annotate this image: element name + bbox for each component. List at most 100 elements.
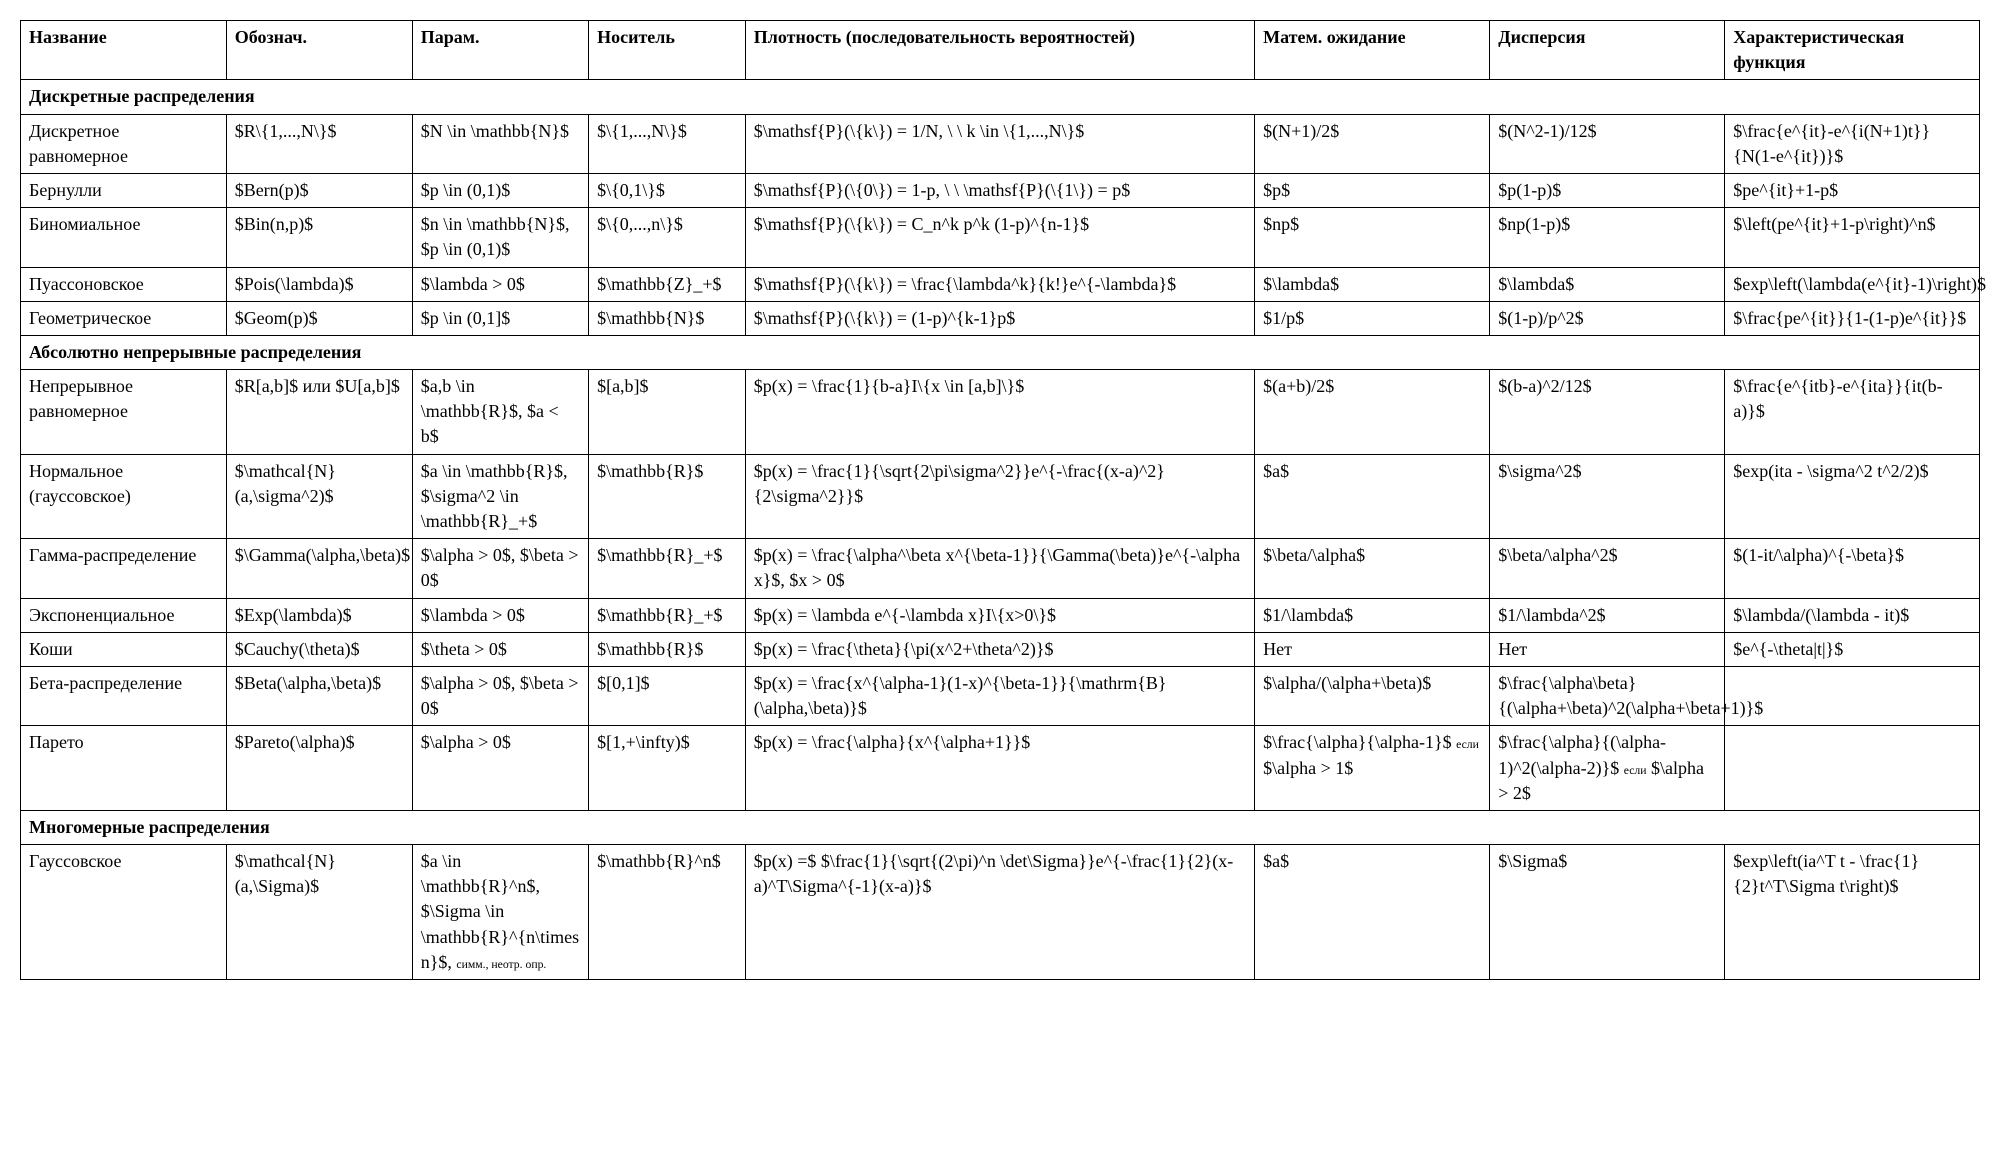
cell-param: $p \in (0,1)$ bbox=[412, 173, 588, 207]
cell-char: $\lambda/(\lambda - it)$ bbox=[1725, 598, 1980, 632]
table-row: Нормальное (гауссовское)$\mathcal{N}(a,\… bbox=[21, 454, 1980, 539]
cell-mean: $\lambda$ bbox=[1255, 267, 1490, 301]
table-row: Гауссовское$\mathcal{N}(a,\Sigma)$$a \in… bbox=[21, 845, 1980, 980]
cell-mean: Нет bbox=[1255, 632, 1490, 666]
cell-name: Геометрическое bbox=[21, 301, 227, 335]
cell-char: $exp\left(ia^T t - \frac{1}{2}t^T\Sigma … bbox=[1725, 845, 1980, 980]
cell-notation: $Bin(n,p)$ bbox=[226, 208, 412, 267]
table-row: Биномиальное$Bin(n,p)$$n \in \mathbb{N}$… bbox=[21, 208, 1980, 267]
cell-mean: $(N+1)/2$ bbox=[1255, 114, 1490, 173]
cell-density: $\mathsf{P}(\{k\}) = C_n^k p^k (1-p)^{n-… bbox=[745, 208, 1254, 267]
cell-mean: $a$ bbox=[1255, 845, 1490, 980]
cell-mean: $\beta/\alpha$ bbox=[1255, 539, 1490, 598]
cell-mean: $p$ bbox=[1255, 173, 1490, 207]
cell-notation: $Exp(\lambda)$ bbox=[226, 598, 412, 632]
table-row: Парето$Pareto(\alpha)$$\alpha > 0$$[1,+\… bbox=[21, 726, 1980, 811]
cell-name: Бета-распределение bbox=[21, 666, 227, 725]
cell-carrier: $\mathbb{R}_+$ bbox=[589, 598, 746, 632]
cell-notation: $\mathcal{N}(a,\sigma^2)$ bbox=[226, 454, 412, 539]
cell-name: Гамма-распределение bbox=[21, 539, 227, 598]
cell-mean: $(a+b)/2$ bbox=[1255, 370, 1490, 455]
table-row: Бета-распределение$Beta(\alpha,\beta)$$\… bbox=[21, 666, 1980, 725]
cell-variance: $\frac{\alpha\beta}{(\alpha+\beta)^2(\al… bbox=[1490, 666, 1725, 725]
cell-variance: $(1-p)/p^2$ bbox=[1490, 301, 1725, 335]
cell-char: $(1-it/\alpha)^{-\beta}$ bbox=[1725, 539, 1980, 598]
cell-density: $\mathsf{P}(\{k\}) = 1/N, \ \ k \in \{1,… bbox=[745, 114, 1254, 173]
cell-param: $a \in \mathbb{R}$, $\sigma^2 \in \mathb… bbox=[412, 454, 588, 539]
cell-carrier: $[1,+\infty)$ bbox=[589, 726, 746, 811]
cell-variance: $1/\lambda^2$ bbox=[1490, 598, 1725, 632]
cell-variance: $\sigma^2$ bbox=[1490, 454, 1725, 539]
cell-carrier: $\{0,1\}$ bbox=[589, 173, 746, 207]
cell-param: $n \in \mathbb{N}$, $p \in (0,1)$ bbox=[412, 208, 588, 267]
cell-notation: $Cauchy(\theta)$ bbox=[226, 632, 412, 666]
cell-param: $\theta > 0$ bbox=[412, 632, 588, 666]
cell-mean: $\alpha/(\alpha+\beta)$ bbox=[1255, 666, 1490, 725]
cell-density: $\mathsf{P}(\{k\}) = (1-p)^{k-1}p$ bbox=[745, 301, 1254, 335]
cell-carrier: $\mathbb{R}$ bbox=[589, 454, 746, 539]
cell-notation: $\Gamma(\alpha,\beta)$ bbox=[226, 539, 412, 598]
cell-carrier: $\mathbb{R}^n$ bbox=[589, 845, 746, 980]
header-variance: Дисперсия bbox=[1490, 21, 1725, 80]
cell-density: $p(x) = \lambda e^{-\lambda x}I\{x>0\}$ bbox=[745, 598, 1254, 632]
cell-name: Пуассоновское bbox=[21, 267, 227, 301]
distributions-table: Название Обознач. Парам. Носитель Плотно… bbox=[20, 20, 1980, 980]
cell-notation: $Bern(p)$ bbox=[226, 173, 412, 207]
table-body: Дискретные распределенияДискретное равно… bbox=[21, 80, 1980, 980]
cell-density: $\mathsf{P}(\{k\}) = \frac{\lambda^k}{k!… bbox=[745, 267, 1254, 301]
table-row: Гамма-распределение$\Gamma(\alpha,\beta)… bbox=[21, 539, 1980, 598]
header-char: Характерис­тическая функция bbox=[1725, 21, 1980, 80]
table-row: Геометрическое$Geom(p)$$p \in (0,1]$ $\ma… bbox=[21, 301, 1980, 335]
cell-char: $exp(ita - \sigma^2 t^2/2)$ bbox=[1725, 454, 1980, 539]
cell-density: $p(x) = \frac{1}{b-a}I\{x \in [a,b]\}$ bbox=[745, 370, 1254, 455]
cell-param: $\alpha > 0$, $\beta > 0$ bbox=[412, 666, 588, 725]
table-row: Непрерывное равномерное$R[a,b]$ или $U[a… bbox=[21, 370, 1980, 455]
table-row: Дискретное равномерное$R\{1,...,N\}$$N \… bbox=[21, 114, 1980, 173]
cell-notation: $Pareto(\alpha)$ bbox=[226, 726, 412, 811]
cell-mean: $1/\lambda$ bbox=[1255, 598, 1490, 632]
cell-carrier: $\mathbb{R}$ bbox=[589, 632, 746, 666]
cell-carrier: $\mathbb{R}_+$ bbox=[589, 539, 746, 598]
cell-variance: $\lambda$ bbox=[1490, 267, 1725, 301]
table-row: Коши$Cauchy(\theta)$$\theta > 0$$\mathbb… bbox=[21, 632, 1980, 666]
cell-notation: $Beta(\alpha,\beta)$ bbox=[226, 666, 412, 725]
cell-variance: $\beta/\alpha^2$ bbox=[1490, 539, 1725, 598]
cell-notation: $Pois(\lambda)$ bbox=[226, 267, 412, 301]
cell-param: $N \in \mathbb{N}$ bbox=[412, 114, 588, 173]
header-param: Парам. bbox=[412, 21, 588, 80]
cell-name: Экспоненци­альное bbox=[21, 598, 227, 632]
cell-name: Бернулли bbox=[21, 173, 227, 207]
cell-char: $pe^{it}+1-p$ bbox=[1725, 173, 1980, 207]
cell-notation: $R[a,b]$ или $U[a,b]$ bbox=[226, 370, 412, 455]
header-carrier: Носитель bbox=[589, 21, 746, 80]
cell-variance: $(N^2-1)/12$ bbox=[1490, 114, 1725, 173]
cell-carrier: $\mathbb{Z}_+$ bbox=[589, 267, 746, 301]
cell-variance: $(b-a)^2/12$ bbox=[1490, 370, 1725, 455]
cell-param: $\lambda > 0$ bbox=[412, 267, 588, 301]
cell-notation: $\mathcal{N}(a,\Sigma)$ bbox=[226, 845, 412, 980]
cell-char: $\left(pe^{it}+1-p\right)^n$ bbox=[1725, 208, 1980, 267]
section-header: Дискретные распределения bbox=[21, 80, 1980, 114]
cell-name: Парето bbox=[21, 726, 227, 811]
cell-density: $p(x) = \frac{\alpha}{x^{\alpha+1}}$ bbox=[745, 726, 1254, 811]
table-header: Название Обознач. Парам. Носитель Плотно… bbox=[21, 21, 1980, 80]
cell-char: $\frac{e^{it}-e^{i(N+1)t}}{N(1-e^{it})}$ bbox=[1725, 114, 1980, 173]
cell-variance: $p(1-p)$ bbox=[1490, 173, 1725, 207]
cell-mean: $\frac{\alpha}{\alpha-1}$ если $\alpha >… bbox=[1255, 726, 1490, 811]
cell-notation: $Geom(p)$ bbox=[226, 301, 412, 335]
section-title: Дискретные распределения bbox=[21, 80, 1980, 114]
cell-mean: $np$ bbox=[1255, 208, 1490, 267]
cell-param: $p \in (0,1]$ bbox=[412, 301, 588, 335]
cell-param: $\alpha > 0$ bbox=[412, 726, 588, 811]
cell-carrier: $\{1,...,N\}$ bbox=[589, 114, 746, 173]
header-name: Название bbox=[21, 21, 227, 80]
cell-param: $\alpha > 0$, $\beta > 0$ bbox=[412, 539, 588, 598]
cell-char: $exp\left(\lambda(e^{it}-1)\right)$ bbox=[1725, 267, 1980, 301]
section-title: Многомерные распределения bbox=[21, 810, 1980, 844]
cell-notation: $R\{1,...,N\}$ bbox=[226, 114, 412, 173]
cell-mean: $a$ bbox=[1255, 454, 1490, 539]
cell-variance: $np(1-p)$ bbox=[1490, 208, 1725, 267]
section-title: Абсолютно непрерывные распределения bbox=[21, 335, 1980, 369]
cell-density: $p(x) = \frac{\theta}{\pi(x^2+\theta^2)}… bbox=[745, 632, 1254, 666]
cell-name: Биномиальное bbox=[21, 208, 227, 267]
